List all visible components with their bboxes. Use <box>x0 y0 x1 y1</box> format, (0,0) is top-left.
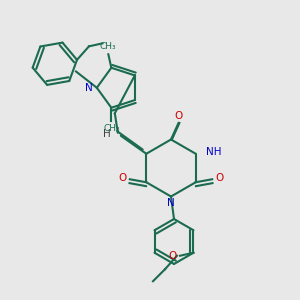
Text: NH: NH <box>206 147 222 157</box>
Text: N: N <box>167 198 175 208</box>
Text: H: H <box>103 129 110 139</box>
Text: O: O <box>215 173 224 183</box>
Text: CH₃: CH₃ <box>99 42 116 51</box>
Text: N: N <box>85 83 93 93</box>
Text: O: O <box>174 111 183 121</box>
Text: CH₃: CH₃ <box>103 124 120 133</box>
Text: O: O <box>118 173 127 183</box>
Text: O: O <box>169 251 177 261</box>
